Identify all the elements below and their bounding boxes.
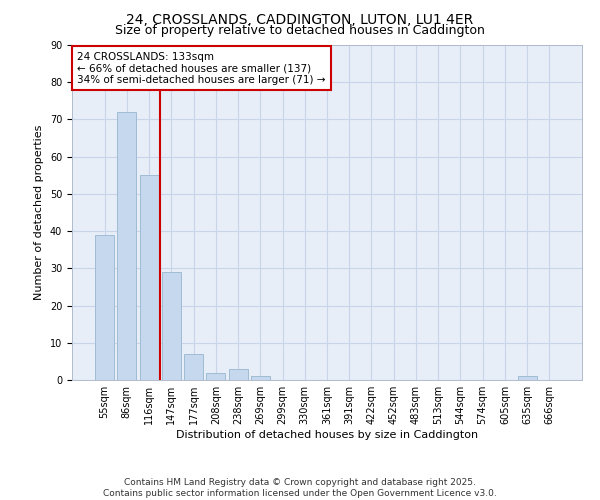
Bar [184,354,203,380]
X-axis label: Distribution of detached houses by size in Caddington: Distribution of detached houses by size … [176,430,478,440]
Text: Contains HM Land Registry data © Crown copyright and database right 2025.
Contai: Contains HM Land Registry data © Crown c… [103,478,497,498]
Bar [118,112,136,380]
Bar [251,376,270,380]
Bar [206,372,225,380]
Bar [162,272,181,380]
Text: Size of property relative to detached houses in Caddington: Size of property relative to detached ho… [115,24,485,37]
Bar [518,376,536,380]
Text: 24 CROSSLANDS: 133sqm
← 66% of detached houses are smaller (137)
34% of semi-det: 24 CROSSLANDS: 133sqm ← 66% of detached … [77,52,326,85]
Bar [229,369,248,380]
Bar [95,235,114,380]
Bar [140,176,158,380]
Text: 24, CROSSLANDS, CADDINGTON, LUTON, LU1 4ER: 24, CROSSLANDS, CADDINGTON, LUTON, LU1 4… [127,12,473,26]
Y-axis label: Number of detached properties: Number of detached properties [34,125,44,300]
